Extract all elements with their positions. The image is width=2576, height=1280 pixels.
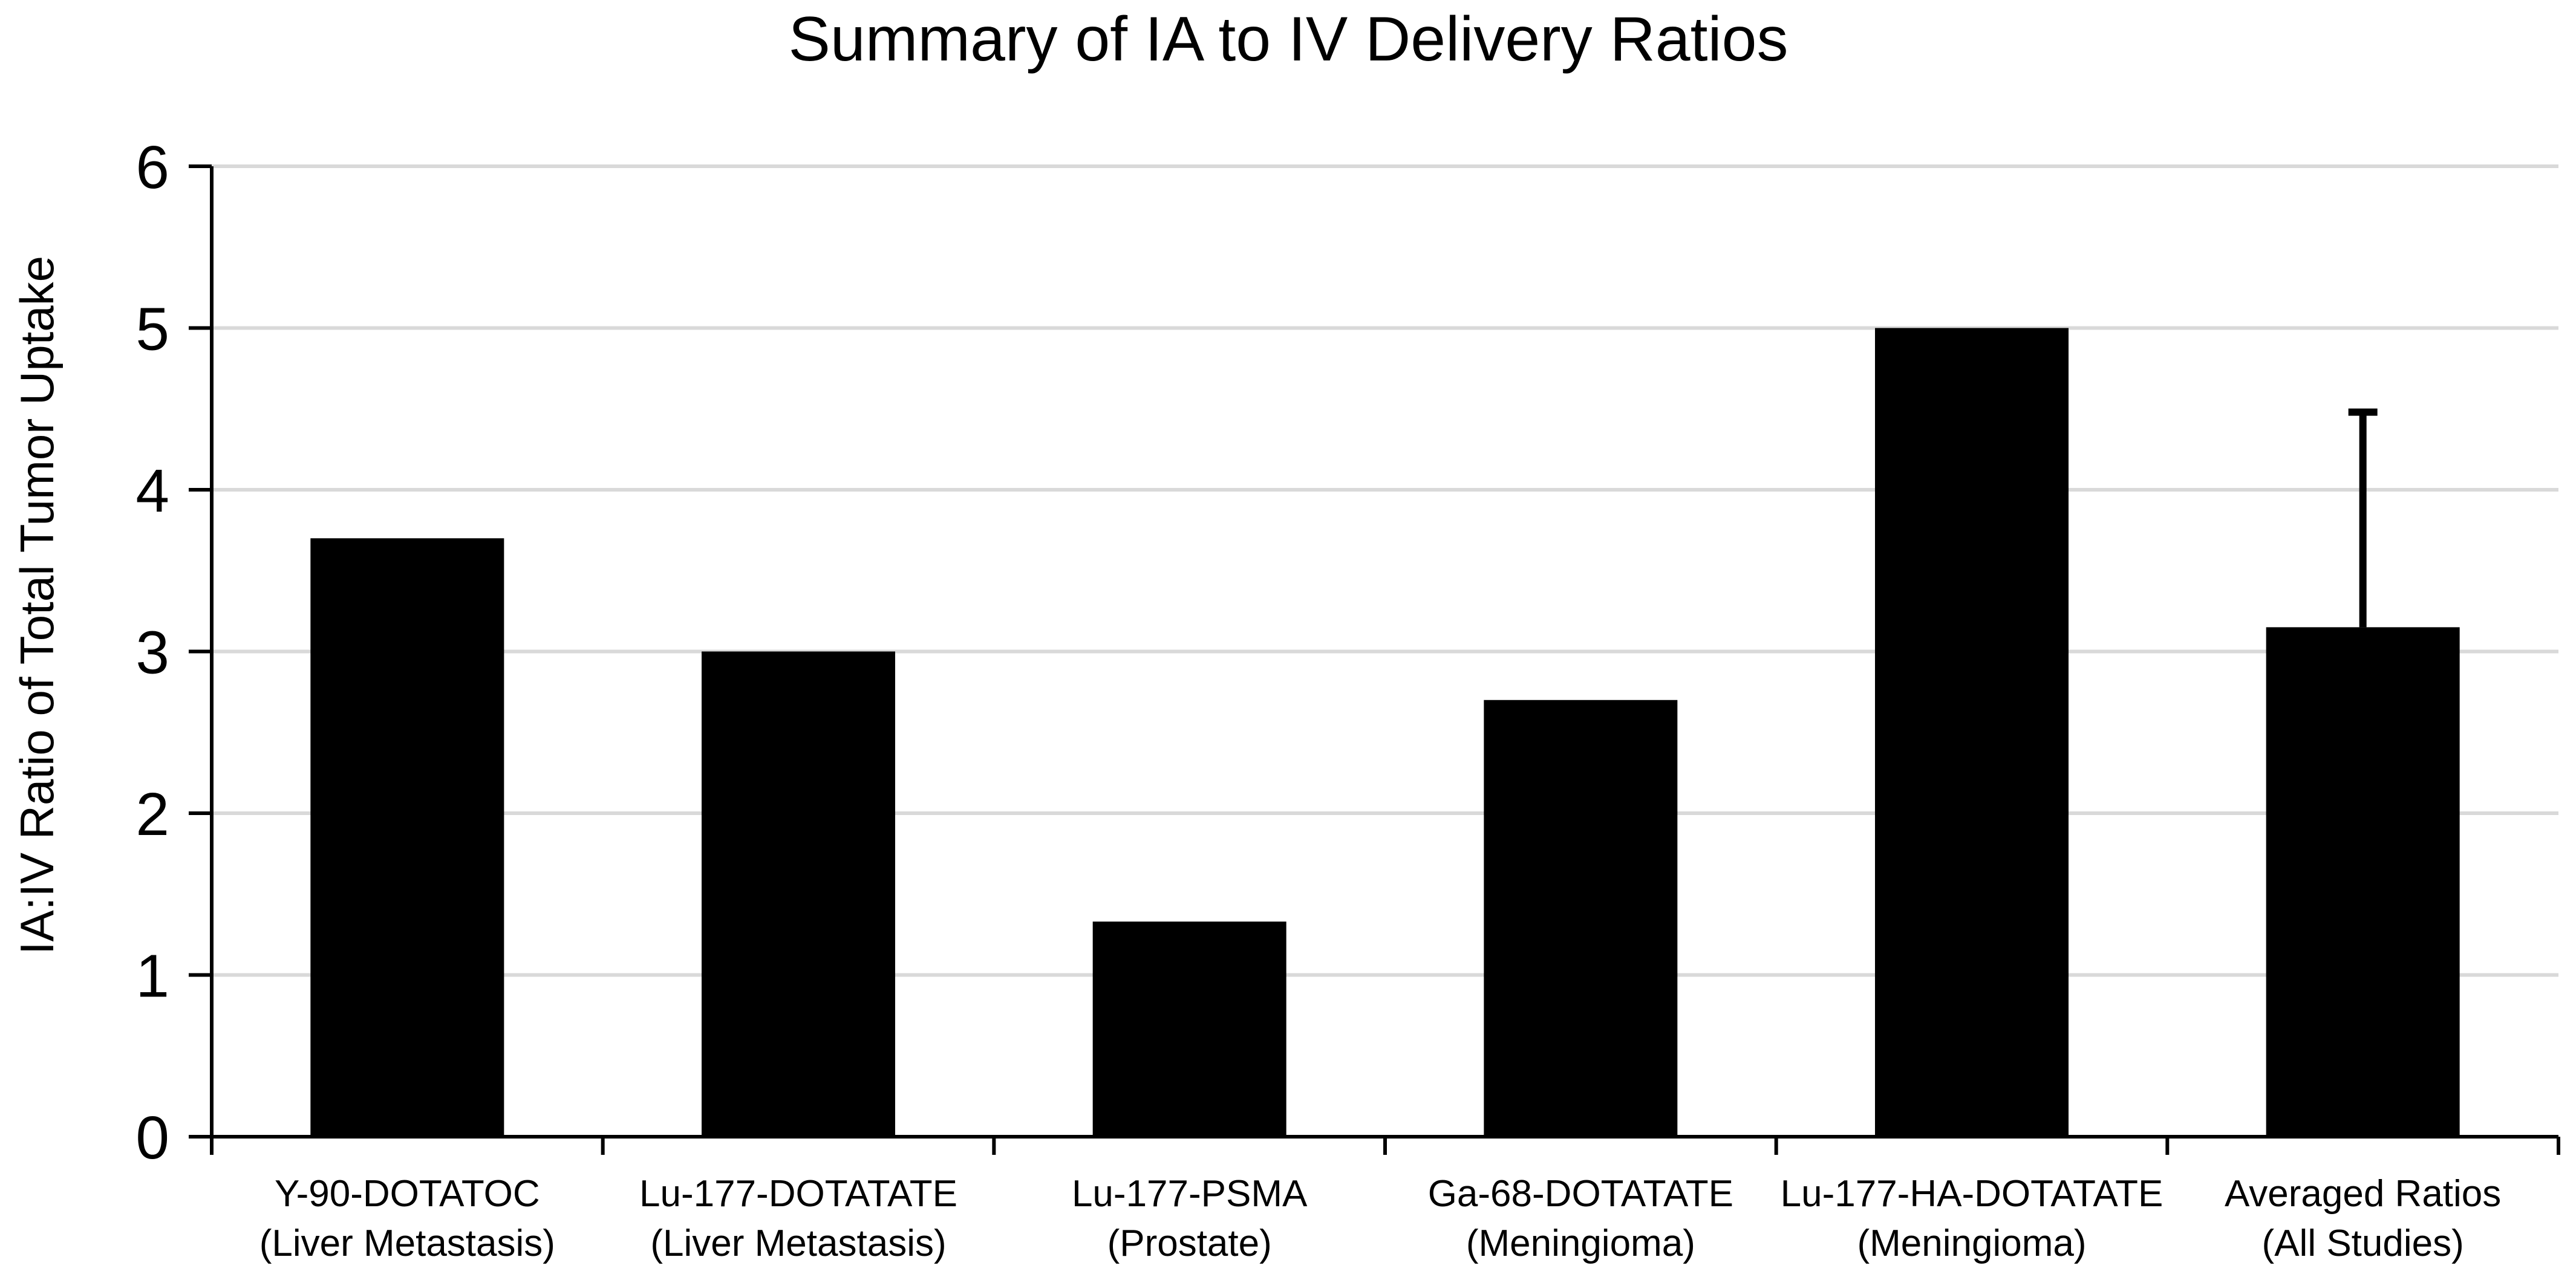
- bar: [702, 651, 895, 1137]
- x-category-label: Ga-68-DOTATATE (Meningioma): [1428, 1173, 1733, 1264]
- y-tick-label: 0: [135, 1104, 169, 1172]
- x-category-label-line1: Averaged Ratios: [2225, 1173, 2501, 1215]
- x-category-label: Averaged Ratios (All Studies): [2225, 1173, 2501, 1264]
- bar: [310, 538, 504, 1137]
- x-category-label-line1: Y-90-DOTATOC: [275, 1173, 540, 1215]
- chart-title: Summary of IA to IV Delivery Ratios: [789, 4, 1789, 74]
- x-category-label-line2: (Liver Metastasis): [259, 1223, 555, 1264]
- bar: [1092, 921, 1286, 1137]
- x-category-label-line1: Ga-68-DOTATATE: [1428, 1173, 1733, 1215]
- bar: [1875, 328, 2069, 1137]
- x-category-label: Lu-177-PSMA (Prostate): [1072, 1173, 1308, 1264]
- x-category-label-line2: (All Studies): [2262, 1223, 2464, 1264]
- x-category-label-line1: Lu-177-PSMA: [1072, 1173, 1308, 1215]
- x-category-label-line2: (Prostate): [1107, 1223, 1272, 1264]
- y-tick-label: 6: [135, 134, 169, 201]
- bar: [2266, 627, 2460, 1137]
- x-category-label-line2: (Meningioma): [1857, 1223, 2086, 1264]
- y-axis-label: IA:IV Ratio of Total Tumor Uptake: [10, 256, 64, 955]
- y-tick-label: 5: [135, 296, 169, 363]
- x-category-label-line1: Lu-177-HA-DOTATATE: [1781, 1173, 2164, 1215]
- gridlines: [212, 164, 2558, 977]
- x-category-label: Lu-177-DOTATATE (Liver Metastasis): [639, 1173, 957, 1264]
- y-tick-label: 3: [135, 619, 169, 687]
- x-category-label: Y-90-DOTATOC (Liver Metastasis): [259, 1173, 555, 1264]
- x-category-label: Lu-177-HA-DOTATATE (Meningioma): [1781, 1173, 2164, 1264]
- bar: [1484, 700, 1678, 1137]
- axes: [189, 164, 2560, 1155]
- y-tick-label: 1: [135, 943, 169, 1010]
- y-tick-label: 4: [135, 457, 169, 525]
- x-category-label-line2: (Liver Metastasis): [650, 1223, 946, 1264]
- y-tick-label: 2: [135, 781, 169, 848]
- x-category-label-line2: (Meningioma): [1466, 1223, 1695, 1264]
- x-category-label-line1: Lu-177-DOTATATE: [639, 1173, 957, 1215]
- bars: [310, 328, 2460, 1137]
